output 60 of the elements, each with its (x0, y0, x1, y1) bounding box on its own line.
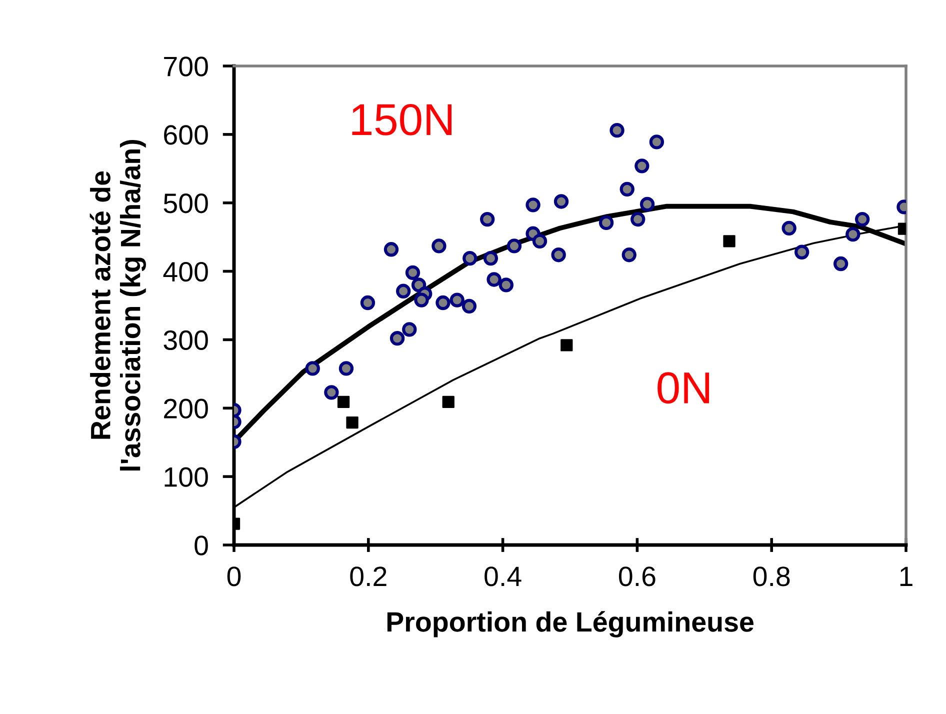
point (390, 331, 405, 346)
point (324, 385, 339, 400)
point (337, 396, 350, 408)
x-tick-label: 0.6 (618, 566, 656, 586)
point (640, 196, 655, 212)
point (450, 292, 464, 308)
point (462, 298, 477, 314)
point (506, 238, 522, 254)
point (384, 242, 399, 257)
y-tick-label: 700 (164, 56, 208, 76)
x-tick-label: 0.8 (753, 566, 790, 586)
point (338, 361, 354, 376)
x-axis-title: Proportion de Légumineuse (387, 611, 754, 638)
x-tick-label: 0.2 (350, 566, 386, 586)
point (414, 292, 429, 308)
annotation: 150N (352, 104, 452, 136)
x-tick-label: 1 (900, 566, 912, 586)
y-tick-label: 200 (164, 398, 208, 418)
point (723, 235, 736, 248)
point (396, 284, 411, 298)
y-tick-label: 0 (194, 536, 208, 556)
point (442, 396, 454, 408)
point (560, 339, 573, 352)
point (436, 295, 450, 310)
point (305, 361, 320, 376)
point (794, 244, 810, 260)
point (498, 278, 514, 292)
point (854, 212, 870, 227)
point (649, 134, 664, 150)
point (610, 122, 624, 138)
annotation: 0N (658, 372, 710, 404)
point (833, 256, 848, 272)
y-tick-label: 400 (163, 262, 208, 282)
y-tick-label: 600 (164, 125, 208, 145)
point (782, 220, 796, 236)
point (346, 416, 358, 429)
point (630, 212, 646, 227)
point (598, 215, 614, 230)
point (402, 322, 417, 337)
x-tick-label: 0 (227, 566, 241, 586)
point (622, 248, 636, 262)
y-tick-label: 100 (164, 467, 208, 487)
point (486, 272, 502, 287)
point (634, 158, 650, 174)
point (620, 182, 634, 197)
point (551, 248, 566, 262)
point (532, 234, 548, 249)
point (554, 194, 569, 209)
point (462, 250, 478, 266)
x-tick-label: 0.4 (484, 566, 522, 586)
point (846, 226, 860, 242)
y-tick-label: 300 (164, 330, 208, 350)
point (360, 295, 376, 310)
point (483, 250, 498, 266)
y-axis-title: Rendement azoté de l'association (kg N/ha/an) (90, 140, 146, 470)
point (405, 265, 420, 280)
y-tick-label: 500 (164, 194, 208, 214)
point (480, 212, 495, 227)
point (526, 198, 540, 212)
point (432, 238, 446, 254)
